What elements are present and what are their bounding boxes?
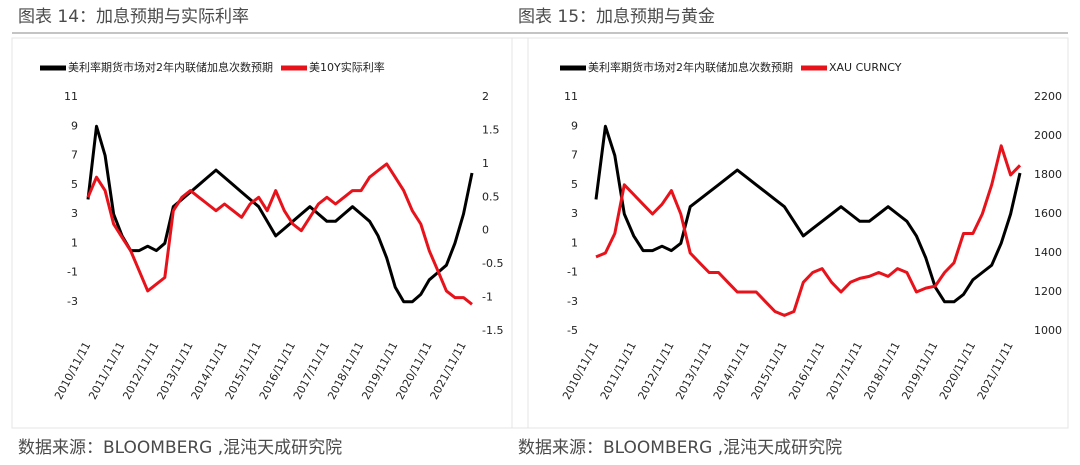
y2-tick-label: 2000 bbox=[1034, 129, 1062, 142]
series-line bbox=[86, 162, 473, 306]
y-tick-label: 5 bbox=[571, 178, 578, 191]
series-line bbox=[86, 124, 474, 304]
series-line bbox=[594, 124, 1022, 304]
y-tick-label: -3 bbox=[67, 295, 78, 308]
y-tick-label: 1 bbox=[571, 236, 578, 249]
legend-label: 美10Y实际利率 bbox=[309, 60, 385, 74]
y2-tick-label: -1.5 bbox=[482, 324, 503, 337]
y-tick-label: 1 bbox=[71, 236, 78, 249]
chart-frame bbox=[511, 37, 1069, 429]
y-tick-label: 5 bbox=[71, 178, 78, 191]
legend-label: 美利率期货市场对2年内联储加息次数预期 bbox=[68, 60, 273, 74]
y-tick-label: -3 bbox=[567, 295, 578, 308]
y2-tick-label: 1 bbox=[482, 157, 489, 170]
chart-frame bbox=[11, 37, 529, 429]
y2-tick-label: 1000 bbox=[1034, 324, 1062, 337]
y2-tick-label: 1400 bbox=[1034, 246, 1062, 259]
y-tick-label: -1 bbox=[67, 266, 78, 279]
y2-tick-label: 1600 bbox=[1034, 207, 1062, 220]
y2-tick-label: 1.5 bbox=[482, 123, 500, 136]
source-note: 数据来源：BLOOMBERG ,混沌天成研究院 bbox=[18, 438, 342, 458]
y2-tick-label: 2200 bbox=[1034, 90, 1062, 103]
y2-tick-label: -1 bbox=[482, 291, 493, 304]
y-tick-label: 9 bbox=[71, 119, 78, 132]
y-tick-label: 3 bbox=[71, 207, 78, 220]
y2-tick-label: 1800 bbox=[1034, 168, 1062, 181]
y-tick-label: 11 bbox=[64, 90, 78, 103]
legend-label: XAU CURNCY bbox=[829, 61, 902, 74]
y-tick-label: 7 bbox=[71, 149, 78, 162]
y-tick-label: 9 bbox=[571, 119, 578, 132]
y2-tick-label: 2 bbox=[482, 90, 489, 103]
series-line bbox=[595, 144, 1022, 317]
y-tick-label: -5 bbox=[567, 324, 578, 337]
y2-tick-label: 0.5 bbox=[482, 190, 500, 203]
chart-title: 图表 15：加息预期与黄金 bbox=[518, 7, 715, 27]
source-note: 数据来源：BLOOMBERG ,混沌天成研究院 bbox=[518, 438, 842, 458]
y-tick-label: 3 bbox=[571, 207, 578, 220]
y2-tick-label: -0.5 bbox=[482, 257, 503, 270]
y-tick-label: 11 bbox=[564, 90, 578, 103]
y-tick-label: -1 bbox=[567, 266, 578, 279]
y2-tick-label: 0 bbox=[482, 224, 489, 237]
y2-tick-label: 1200 bbox=[1034, 285, 1062, 298]
chart-title: 图表 14：加息预期与实际利率 bbox=[18, 7, 249, 27]
y-tick-label: 7 bbox=[571, 149, 578, 162]
legend-label: 美利率期货市场对2年内联储加息次数预期 bbox=[588, 60, 793, 74]
